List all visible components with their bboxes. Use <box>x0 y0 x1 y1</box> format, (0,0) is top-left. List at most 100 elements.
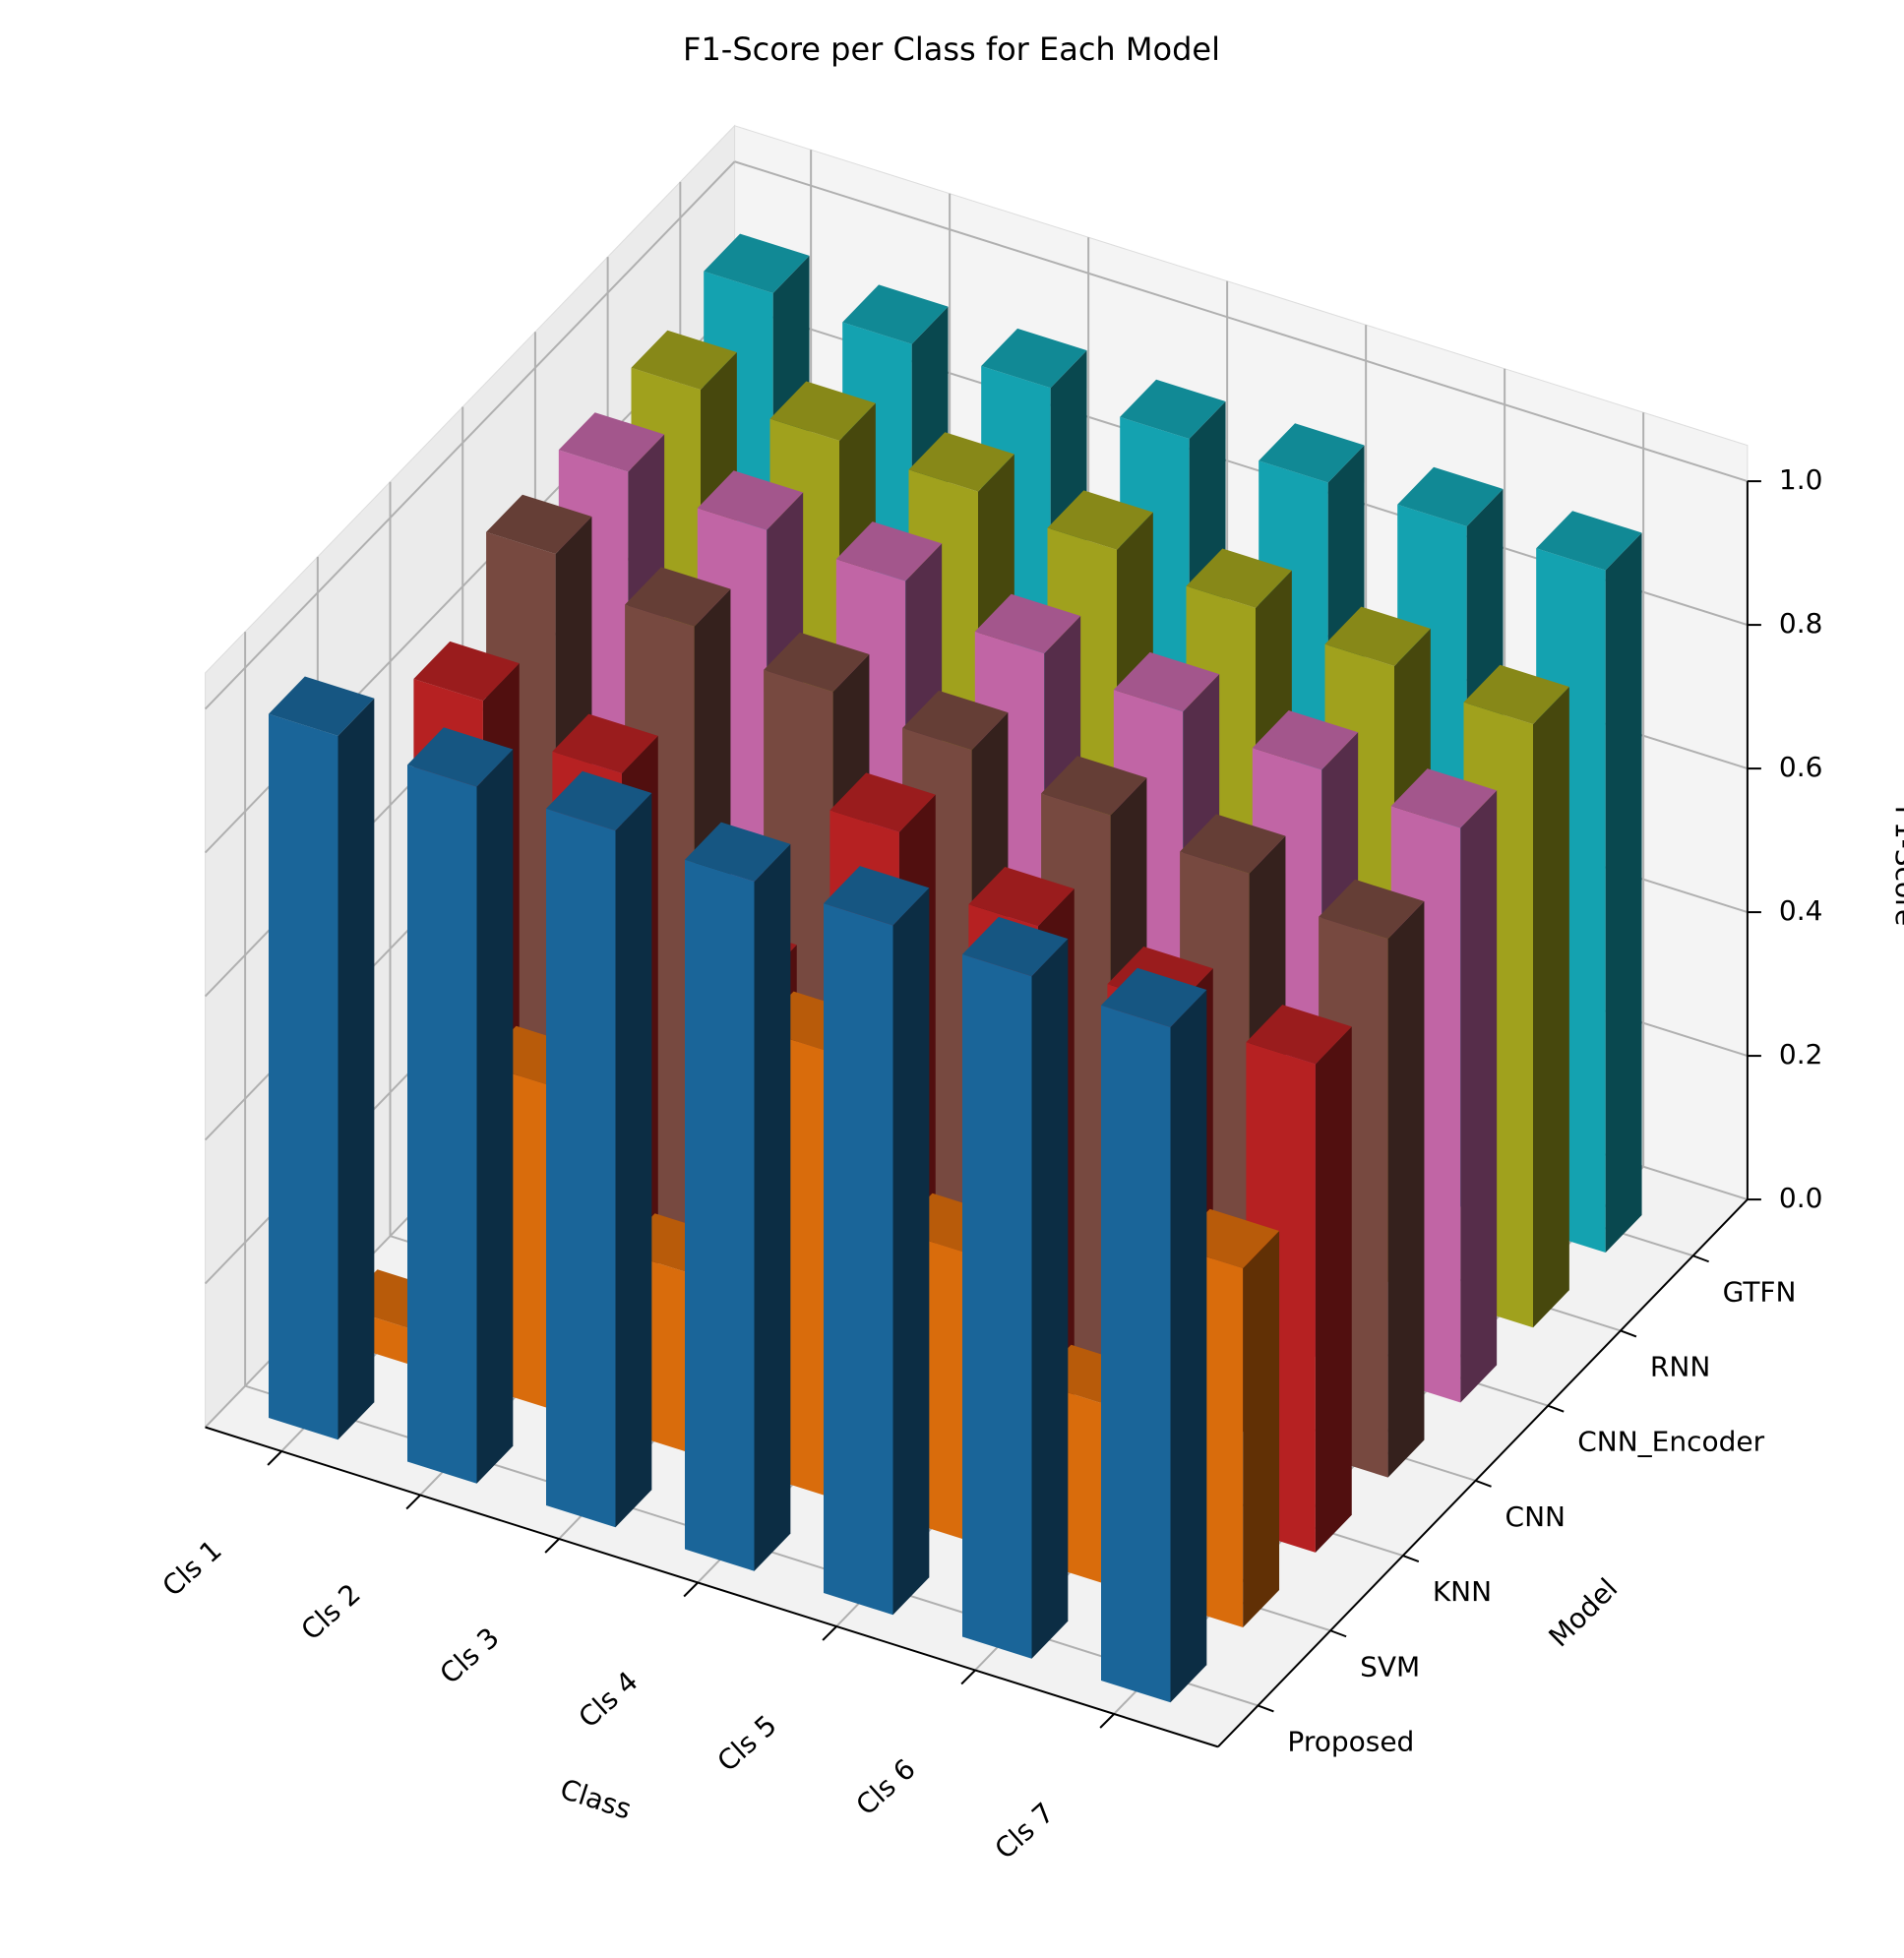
bar-side <box>1533 686 1569 1328</box>
bar-side <box>754 843 791 1571</box>
bar-side <box>1605 532 1642 1254</box>
bar-top <box>269 676 375 736</box>
y-tick-label: KNN <box>1433 1575 1492 1608</box>
bar-side <box>892 887 930 1616</box>
bar-top <box>625 567 731 627</box>
bar-top <box>552 713 658 773</box>
bar <box>546 770 652 1528</box>
x-tick <box>822 1625 837 1641</box>
bar-top <box>697 470 804 530</box>
bar-side <box>1170 989 1207 1703</box>
bar-side <box>1315 1026 1352 1553</box>
x-tick-label: Cls 6 <box>850 1752 922 1821</box>
bar <box>824 866 930 1616</box>
bar-top <box>974 593 1081 654</box>
bar-top <box>546 770 652 831</box>
bar-top <box>558 412 665 472</box>
x-axis <box>205 1426 1219 1748</box>
bar-top <box>981 328 1087 389</box>
bar-top <box>1186 548 1292 608</box>
bar-top <box>1047 490 1153 550</box>
bar-front <box>269 713 338 1440</box>
bar-top <box>1259 423 1365 483</box>
bar-top <box>1246 1005 1352 1065</box>
z-axis-label: F1-Score <box>1889 806 1904 926</box>
x-tick-label: Cls 5 <box>711 1709 783 1778</box>
bar-top <box>1113 651 1220 712</box>
bar-top <box>842 284 949 344</box>
bar <box>407 727 514 1484</box>
bar-top <box>1397 466 1504 527</box>
bar-top <box>1463 664 1569 725</box>
bar-top <box>1324 606 1431 666</box>
bar-top <box>1180 814 1286 874</box>
bar-top <box>902 690 1009 751</box>
chart-title: F1-Score per Class for Each Model <box>683 31 1220 68</box>
z-tick-label: 0.8 <box>1779 607 1823 640</box>
bar-top <box>685 822 791 882</box>
bar-top <box>486 494 592 555</box>
x-tick-label: Cls 1 <box>156 1534 228 1603</box>
bar <box>685 822 791 1571</box>
bar-top <box>413 641 520 702</box>
x-tick <box>544 1538 560 1554</box>
x-tick-label: Cls 4 <box>573 1665 645 1734</box>
x-tick-label: Cls 2 <box>295 1577 367 1646</box>
y-tick <box>1402 1555 1420 1562</box>
grid-line <box>734 160 1749 483</box>
bar-top <box>704 233 810 293</box>
y-tick <box>1329 1629 1347 1638</box>
z-tick-label: 0.2 <box>1779 1038 1823 1071</box>
bar-front <box>546 808 616 1528</box>
y-tick <box>1258 1704 1274 1713</box>
x-tick <box>267 1450 282 1466</box>
bar-side <box>1031 939 1069 1659</box>
bar-top <box>1319 879 1425 940</box>
y-axis <box>1217 1198 1749 1748</box>
bar-top <box>631 330 737 391</box>
bar-top <box>1536 511 1642 571</box>
y-tick <box>1692 1254 1709 1263</box>
y-tick-label: Proposed <box>1287 1725 1414 1757</box>
z-tick-label: 0.4 <box>1779 894 1823 927</box>
bar-side <box>615 793 652 1528</box>
bar-top <box>769 381 876 441</box>
y-axis-label: Model <box>1543 1572 1625 1654</box>
z-tick-label: 0.0 <box>1779 1182 1823 1214</box>
bar-top <box>908 432 1014 492</box>
bar-top <box>962 916 1069 977</box>
bar <box>1101 967 1207 1703</box>
bar <box>962 916 1069 1659</box>
x-axis-label: Class <box>556 1772 635 1825</box>
bar-top <box>968 867 1075 927</box>
y-tick-label: RNN <box>1650 1350 1710 1382</box>
y-tick-label: GTFN <box>1723 1275 1797 1308</box>
x-tick-label: Cls 7 <box>989 1797 1061 1866</box>
bar-side <box>338 698 375 1440</box>
bar-top <box>1120 379 1226 440</box>
bar <box>269 676 375 1440</box>
bar-side <box>476 749 514 1484</box>
y-tick-label: SVM <box>1360 1650 1420 1683</box>
x-tick <box>960 1669 976 1685</box>
bar-top <box>1252 710 1359 770</box>
bar-front <box>824 903 893 1616</box>
bar-front <box>1101 1005 1171 1703</box>
y-tick-label: CNN_Encoder <box>1577 1426 1764 1458</box>
bar-top <box>824 866 930 926</box>
bar-front <box>407 765 477 1484</box>
x-tick <box>1099 1713 1115 1729</box>
bar-top <box>1390 768 1498 828</box>
bar-side <box>1243 1230 1280 1628</box>
y-tick <box>1620 1329 1637 1338</box>
bar-top <box>1041 756 1147 816</box>
bar-top <box>764 632 870 693</box>
x-tick <box>405 1494 421 1510</box>
y-tick-label: CNN <box>1505 1500 1566 1533</box>
bar-top <box>407 727 514 787</box>
bar-front <box>962 954 1032 1659</box>
bar-top <box>829 772 936 832</box>
z-tick-label: 0.6 <box>1779 751 1823 783</box>
